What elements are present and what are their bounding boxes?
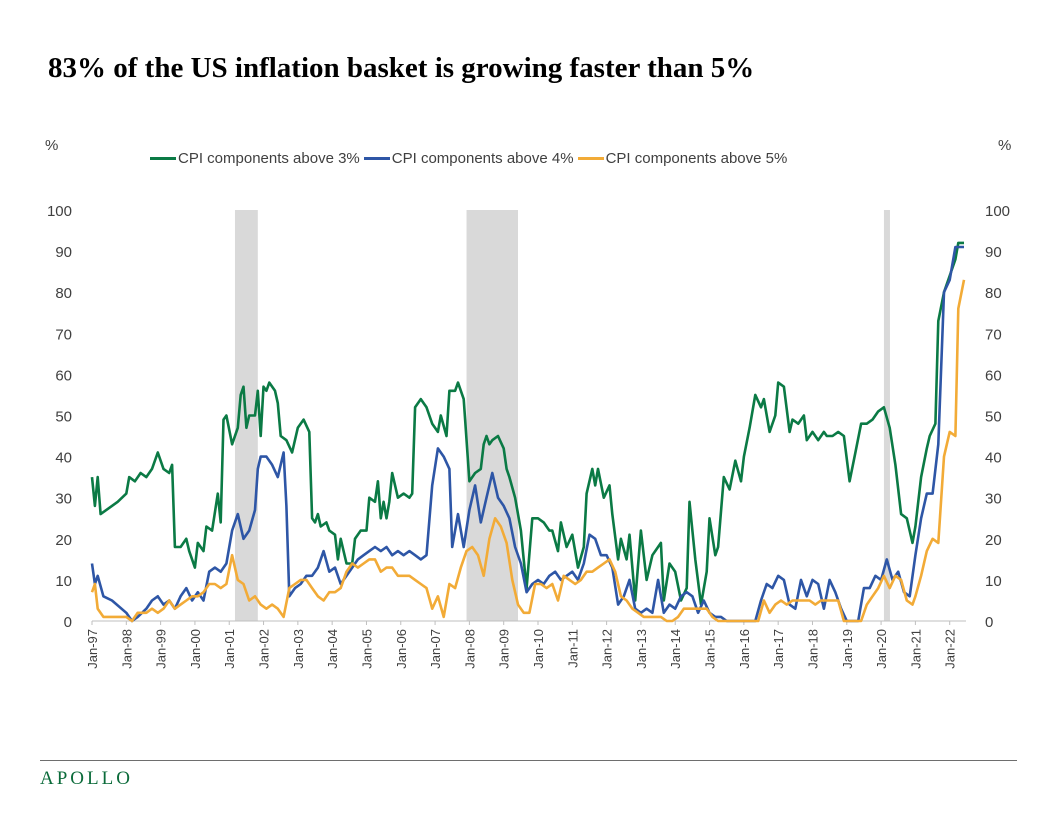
right-axis-unit: % [998, 137, 1012, 154]
series-lines [90, 241, 966, 623]
series-line-0 [90, 241, 964, 606]
x-tick-label-25: Jan-22 [943, 629, 958, 669]
x-axis: Jan-97 Jan-98 Jan-99 Jan-00 Jan-01 Jan-02 Jan-… [85, 621, 958, 669]
y-tick-left-40: 40 [55, 450, 72, 467]
x-tick-label-14: Jan-11 [565, 629, 580, 668]
y-tick-left-60: 60 [55, 367, 72, 384]
x-tick-label-10: Jan-07 [428, 629, 443, 669]
x-tick-label-18: Jan-15 [703, 629, 718, 669]
y-tick-right-0: 0 [985, 614, 993, 631]
legend-item-5pct: CPI components above 5% [577, 150, 788, 167]
x-tick-label-5: Jan-02 [257, 629, 272, 669]
x-tick-label-3: Jan-00 [188, 629, 203, 669]
legend-label-5pct: CPI components above 5% [605, 150, 788, 167]
x-tick-label-7: Jan-04 [325, 629, 340, 669]
chart-legend: CPI components above 3% CPI components a… [150, 150, 791, 167]
x-tick-label-11: Jan-08 [462, 629, 477, 669]
y-tick-left-20: 20 [55, 532, 72, 549]
x-tick-label-17: Jan-14 [668, 629, 683, 669]
left-y-axis: 0 10 20 30 40 50 60 70 80 90 100 [47, 203, 72, 631]
series-line-1 [90, 245, 964, 623]
x-tick-label-12: Jan-09 [497, 629, 512, 669]
y-tick-right-60: 60 [985, 367, 1002, 384]
footer-divider [40, 760, 1017, 761]
x-tick-label-2: Jan-99 [154, 629, 169, 669]
x-tick-label-6: Jan-03 [291, 629, 306, 669]
y-tick-left-10: 10 [55, 573, 72, 590]
y-tick-left-90: 90 [55, 244, 72, 261]
y-tick-right-40: 40 [985, 450, 1002, 467]
recession-bands [234, 210, 890, 621]
y-tick-left-30: 30 [55, 491, 72, 508]
x-tick-label-22: Jan-19 [840, 629, 855, 669]
y-tick-left-70: 70 [55, 326, 72, 343]
x-tick-label-13: Jan-10 [531, 629, 546, 669]
x-tick-label-20: Jan-17 [771, 629, 786, 669]
x-tick-label-16: Jan-13 [634, 629, 649, 669]
legend-swatch-3pct [150, 157, 176, 160]
brand-logo: APOLLO [40, 768, 133, 789]
x-tick-label-19: Jan-16 [737, 629, 752, 669]
legend-swatch-5pct [577, 157, 604, 160]
legend-item-3pct: CPI components above 3% [150, 150, 360, 167]
x-tick-label-1: Jan-98 [119, 629, 134, 669]
y-tick-right-70: 70 [985, 326, 1002, 343]
y-tick-right-20: 20 [985, 532, 1002, 549]
legend-label-3pct: CPI components above 3% [178, 150, 360, 167]
y-tick-right-80: 80 [985, 285, 1002, 302]
x-tick-label-0: Jan-97 [85, 629, 100, 669]
series-line-2 [90, 279, 966, 623]
left-axis-unit: % [45, 137, 59, 154]
legend-label-4pct: CPI components above 4% [391, 150, 574, 167]
x-tick-label-4: Jan-01 [222, 629, 237, 669]
legend-swatch-4pct [363, 157, 390, 160]
y-tick-right-100: 100 [985, 203, 1010, 220]
y-tick-left-0: 0 [64, 614, 72, 631]
y-tick-right-30: 30 [985, 491, 1002, 508]
y-tick-left-100: 100 [47, 203, 72, 220]
x-tick-label-23: Jan-20 [874, 629, 889, 669]
x-tick-label-8: Jan-05 [359, 629, 374, 669]
x-tick-label-21: Jan-18 [805, 629, 820, 669]
y-tick-right-50: 50 [985, 409, 1002, 426]
x-tick-label-9: Jan-06 [394, 629, 409, 669]
legend-item-4pct: CPI components above 4% [363, 150, 574, 167]
x-tick-label-24: Jan-21 [908, 629, 923, 669]
chart-title: 83% of the US inflation basket is growin… [48, 52, 755, 84]
x-tick-label-15: Jan-12 [600, 629, 615, 669]
y-tick-left-80: 80 [55, 285, 72, 302]
y-tick-right-90: 90 [985, 244, 1002, 261]
y-tick-left-50: 50 [55, 409, 72, 426]
y-tick-right-10: 10 [985, 573, 1002, 590]
right-y-axis: 0 10 20 30 40 50 60 70 80 90 100 [985, 203, 1010, 631]
